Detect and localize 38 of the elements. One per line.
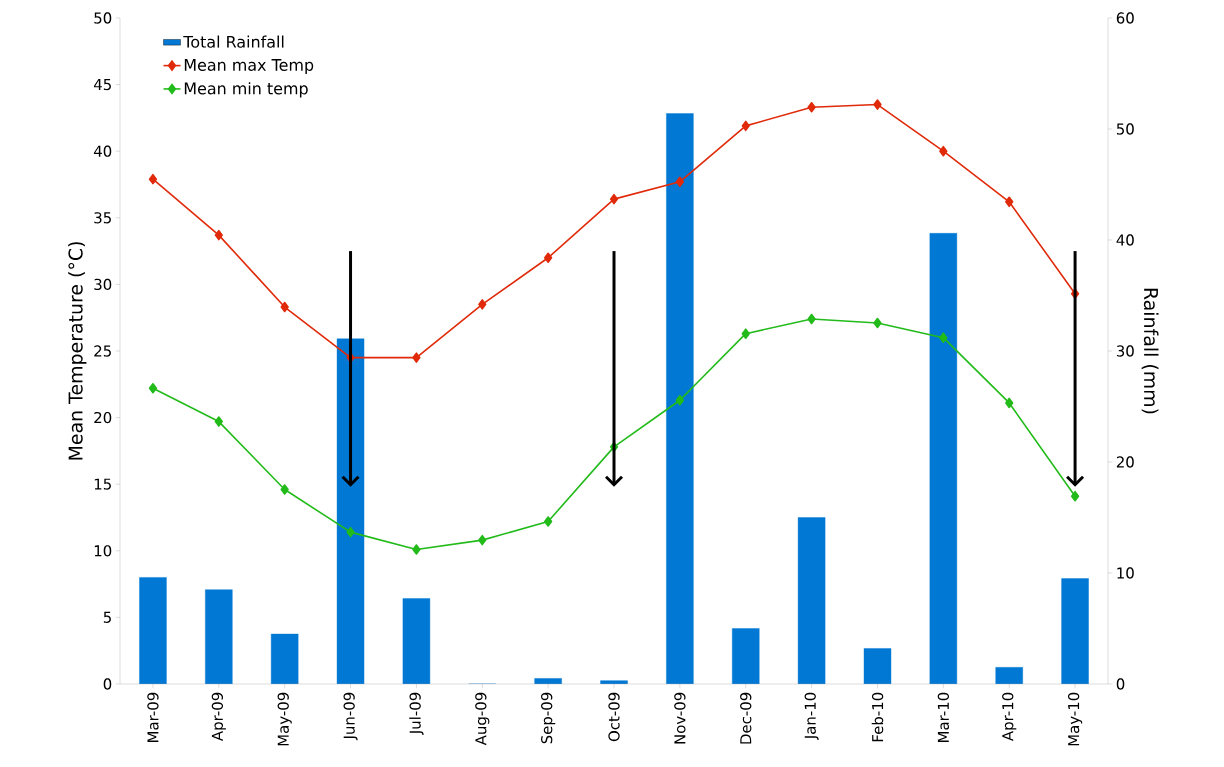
- y2-tick-label: 30: [1116, 345, 1134, 357]
- x-tick-label: Feb-10: [871, 692, 884, 742]
- y-tick-label: 40: [93, 145, 112, 157]
- x-tick-label: Mar-10: [937, 692, 949, 742]
- y-axis-title: Mean Temperature (°C): [68, 242, 87, 460]
- y-tick-label: 0: [103, 678, 112, 690]
- y-tick-label: 15: [94, 478, 111, 490]
- y2-tick-label: 10: [1117, 567, 1134, 579]
- legend-label: Total Rainfall: [183, 35, 284, 48]
- x-tick-label: Jan-10: [804, 692, 819, 740]
- x-tick-label: Apr-09: [211, 692, 226, 741]
- y2-tick-label: 20: [1116, 456, 1134, 468]
- x-tick-label: May-10: [1067, 692, 1083, 746]
- y-tick-label: 10: [94, 545, 112, 557]
- y-tick-label: 30: [94, 278, 112, 291]
- x-tick-label: Aug-09: [475, 692, 490, 746]
- y-tick-label: 5: [103, 611, 111, 623]
- x-tick-label: Jul-09: [409, 692, 424, 735]
- x-tick-label: Mar-09: [147, 692, 159, 742]
- x-tick-label: Jun-09: [343, 692, 358, 741]
- x-tick-label: Apr-10: [1002, 692, 1017, 741]
- y2-tick-label: 0: [1116, 678, 1125, 690]
- y-tick-label: 35: [94, 212, 111, 224]
- y-tick-label: 45: [93, 79, 111, 91]
- legend-label: Mean max Temp: [184, 59, 314, 74]
- x-tick-label: May-09: [277, 692, 292, 746]
- x-tick-label: Dec-09: [740, 692, 752, 744]
- legend-label: Mean min temp: [184, 82, 308, 98]
- x-tick-label: Sep-09: [541, 692, 556, 744]
- y-tick-label: 50: [94, 12, 112, 24]
- y2-tick-label: 60: [1116, 12, 1134, 24]
- x-tick-label: Oct-09: [608, 692, 620, 742]
- y-tick-label: 25: [94, 345, 111, 357]
- y2-tick-label: 50: [1116, 123, 1134, 135]
- y-tick-label: 20: [94, 411, 112, 424]
- x-tick-label: Nov-09: [674, 692, 686, 744]
- y2-axis-title: Rainfall (mm): [1141, 288, 1159, 414]
- y2-tick-label: 40: [1116, 234, 1134, 246]
